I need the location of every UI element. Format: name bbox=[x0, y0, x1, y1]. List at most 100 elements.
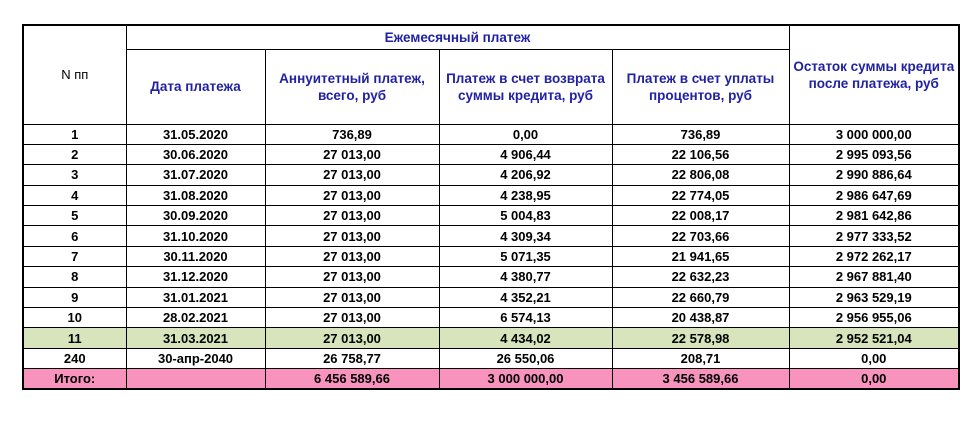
cell-balance: 3 000 000,00 bbox=[788, 123, 960, 145]
cell-annuity: 26 758,77 bbox=[264, 347, 440, 370]
cell-balance: 2 986 647,69 bbox=[788, 184, 960, 207]
table-row: 8 31.12.2020 27 013,00 4 380,77 22 632,23 2 9… bbox=[22, 266, 960, 288]
cell-num: 8 bbox=[22, 266, 127, 288]
cell-balance: 2 995 093,56 bbox=[788, 143, 960, 166]
cell-principal: 4 352,21 bbox=[438, 286, 613, 309]
table-row: 1 31.05.2020 736,89 0,00 736,89 3 000 000,00 bbox=[22, 123, 960, 145]
table-header: N пп Ежемесячный платеж Остаток суммы кр… bbox=[22, 24, 960, 125]
cell-num: 3 bbox=[22, 164, 127, 186]
cell-date: 31.05.2020 bbox=[125, 123, 266, 145]
payment-schedule-table: N пп Ежемесячный платеж Остаток суммы кр… bbox=[22, 24, 961, 391]
cell-date: 28.02.2021 bbox=[125, 307, 266, 329]
cell-principal: 3 000 000,00 bbox=[438, 368, 613, 390]
cell-annuity: 27 013,00 bbox=[264, 327, 440, 349]
cell-annuity: 27 013,00 bbox=[264, 205, 440, 227]
header-remaining-balance: Остаток суммы кредита после платежа, руб bbox=[788, 24, 960, 125]
cell-annuity: 27 013,00 bbox=[264, 307, 440, 329]
cell-interest: 208,71 bbox=[611, 347, 790, 370]
header-interest-payment: Платеж в счет уплаты процентов, руб bbox=[611, 48, 790, 125]
cell-interest: 22 774,05 bbox=[611, 184, 790, 207]
cell-balance: 2 981 642,86 bbox=[788, 205, 960, 227]
table-row: 5 30.09.2020 27 013,00 5 004,83 22 008,17 2 9… bbox=[22, 205, 960, 227]
cell-date: 31.03.2021 bbox=[125, 327, 266, 349]
cell-date: 31.08.2020 bbox=[125, 184, 266, 207]
cell-num: 9 bbox=[22, 286, 127, 309]
cell-num: 10 bbox=[22, 307, 127, 329]
cell-annuity: 27 013,00 bbox=[264, 286, 440, 309]
cell-interest: 3 456 589,66 bbox=[611, 368, 790, 390]
table-row: 10 28.02.2021 27 013,00 6 574,13 20 438,87 2 … bbox=[22, 307, 960, 329]
table-row: 240 30-апр-2040 26 758,77 26 550,06 208,71 0,… bbox=[22, 347, 960, 370]
cell-interest: 22 106,56 bbox=[611, 143, 790, 166]
cell-date: 30.11.2020 bbox=[125, 245, 266, 268]
cell-annuity: 27 013,00 bbox=[264, 266, 440, 288]
table-row: 4 31.08.2020 27 013,00 4 238,95 22 774,05 2 9… bbox=[22, 184, 960, 207]
header-principal-payment: Платеж в счет возврата суммы кредита, ру… bbox=[438, 48, 613, 125]
cell-principal: 4 380,77 bbox=[438, 266, 613, 288]
cell-date: 30.09.2020 bbox=[125, 205, 266, 227]
cell-num: 7 bbox=[22, 245, 127, 268]
cell-annuity: 27 013,00 bbox=[264, 245, 440, 268]
cell-num: 4 bbox=[22, 184, 127, 207]
cell-principal: 6 574,13 bbox=[438, 307, 613, 329]
cell-principal: 0,00 bbox=[438, 123, 613, 145]
table-row: 7 30.11.2020 27 013,00 5 071,35 21 941,65 2 9… bbox=[22, 245, 960, 268]
header-row-number: N пп bbox=[22, 24, 127, 125]
table-row: 3 31.07.2020 27 013,00 4 206,92 22 806,08 2 9… bbox=[22, 164, 960, 186]
cell-principal: 4 206,92 bbox=[438, 164, 613, 186]
cell-principal: 5 004,83 bbox=[438, 205, 613, 227]
cell-annuity: 736,89 bbox=[264, 123, 440, 145]
cell-principal: 4 434,02 bbox=[438, 327, 613, 349]
cell-interest: 20 438,87 bbox=[611, 307, 790, 329]
cell-balance: 0,00 bbox=[788, 368, 960, 390]
header-annuity-payment: Аннуитетный платеж, всего, руб bbox=[264, 48, 440, 125]
cell-principal: 4 238,95 bbox=[438, 184, 613, 207]
table-row: 9 31.01.2021 27 013,00 4 352,21 22 660,79 2 9… bbox=[22, 286, 960, 309]
cell-date: 30-апр-2040 bbox=[125, 347, 266, 370]
cell-annuity: 27 013,00 bbox=[264, 184, 440, 207]
cell-date: 31.12.2020 bbox=[125, 266, 266, 288]
cell-balance: 2 990 886,64 bbox=[788, 164, 960, 186]
cell-balance: 0,00 bbox=[788, 347, 960, 370]
cell-balance: 2 952 521,04 bbox=[788, 327, 960, 349]
cell-balance: 2 967 881,40 bbox=[788, 266, 960, 288]
cell-interest: 21 941,65 bbox=[611, 245, 790, 268]
header-sub-row: Дата платежа Аннуитетный платеж, всего, … bbox=[23, 48, 959, 125]
cell-annuity: 27 013,00 bbox=[264, 143, 440, 166]
cell-interest: 22 703,66 bbox=[611, 225, 790, 247]
cell-num: Итого: bbox=[22, 368, 127, 390]
header-monthly-payment-group: Ежемесячный платеж bbox=[125, 24, 790, 50]
cell-date: 30.06.2020 bbox=[125, 143, 266, 166]
cell-interest: 22 632,23 bbox=[611, 266, 790, 288]
cell-interest: 22 008,17 bbox=[611, 205, 790, 227]
cell-balance: 2 972 262,17 bbox=[788, 245, 960, 268]
header-payment-date: Дата платежа bbox=[125, 48, 266, 125]
cell-date: 31.10.2020 bbox=[125, 225, 266, 247]
cell-num: 5 bbox=[22, 205, 127, 227]
cell-balance: 2 977 333,52 bbox=[788, 225, 960, 247]
cell-num: 2 bbox=[22, 143, 127, 166]
cell-annuity: 27 013,00 bbox=[264, 225, 440, 247]
cell-principal: 4 309,34 bbox=[438, 225, 613, 247]
cell-balance: 2 963 529,19 bbox=[788, 286, 960, 309]
cell-principal: 4 906,44 bbox=[438, 143, 613, 166]
cell-principal: 26 550,06 bbox=[438, 347, 613, 370]
cell-interest: 22 660,79 bbox=[611, 286, 790, 309]
cell-interest: 22 806,08 bbox=[611, 164, 790, 186]
header-group-row: N пп Ежемесячный платеж Остаток суммы кр… bbox=[22, 24, 960, 125]
cell-balance: 2 956 955,06 bbox=[788, 307, 960, 329]
table-body: 1 31.05.2020 736,89 0,00 736,89 3 000 000,00 2… bbox=[22, 123, 960, 390]
table-row: 11 31.03.2021 27 013,00 4 434,02 22 578,98 2 … bbox=[22, 327, 960, 349]
total-row: Итого: 6 456 589,66 3 000 000,00 3 456 589,… bbox=[22, 368, 960, 390]
cell-num: 6 bbox=[22, 225, 127, 247]
cell-num: 1 bbox=[22, 123, 127, 145]
cell-interest: 736,89 bbox=[611, 123, 790, 145]
cell-interest: 22 578,98 bbox=[611, 327, 790, 349]
table-row: 2 30.06.2020 27 013,00 4 906,44 22 106,56 2 9… bbox=[22, 143, 960, 166]
cell-num: 11 bbox=[22, 327, 127, 349]
cell-num: 240 bbox=[22, 347, 127, 370]
cell-date bbox=[125, 368, 266, 390]
table-row: 6 31.10.2020 27 013,00 4 309,34 22 703,66 2 9… bbox=[22, 225, 960, 247]
cell-principal: 5 071,35 bbox=[438, 245, 613, 268]
